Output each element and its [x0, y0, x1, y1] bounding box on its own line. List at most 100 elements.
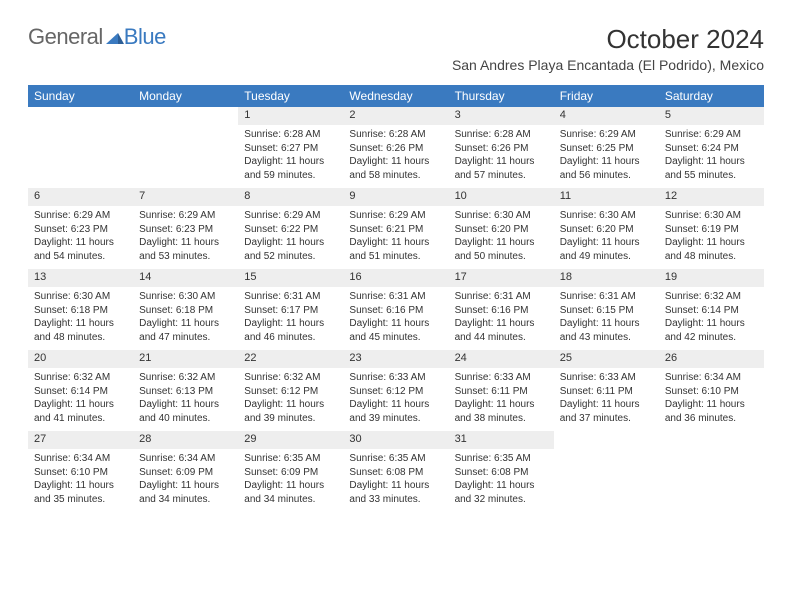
day-number-cell: 6 — [28, 188, 133, 206]
sunrise-text: Sunrise: 6:35 AM — [349, 452, 442, 466]
day-number-cell: 11 — [554, 188, 659, 206]
weekday-header: Tuesday — [238, 85, 343, 107]
sunset-text: Sunset: 6:11 PM — [560, 385, 653, 399]
sunrise-text: Sunrise: 6:32 AM — [665, 290, 758, 304]
day-number-cell: 20 — [28, 350, 133, 368]
sunset-text: Sunset: 6:23 PM — [34, 223, 127, 237]
daylight2-text: and 45 minutes. — [349, 331, 442, 345]
day-content-cell — [133, 125, 238, 188]
day-number-cell: 4 — [554, 107, 659, 125]
sunset-text: Sunset: 6:20 PM — [560, 223, 653, 237]
daylight1-text: Daylight: 11 hours — [244, 236, 337, 250]
daylight2-text: and 39 minutes. — [349, 412, 442, 426]
sunrise-text: Sunrise: 6:31 AM — [560, 290, 653, 304]
day-content-cell: Sunrise: 6:31 AMSunset: 6:15 PMDaylight:… — [554, 287, 659, 350]
sunrise-text: Sunrise: 6:34 AM — [34, 452, 127, 466]
day-content-cell: Sunrise: 6:29 AMSunset: 6:21 PMDaylight:… — [343, 206, 448, 269]
weekday-header: Saturday — [659, 85, 764, 107]
day-content-cell: Sunrise: 6:34 AMSunset: 6:09 PMDaylight:… — [133, 449, 238, 512]
sunrise-text: Sunrise: 6:29 AM — [34, 209, 127, 223]
sunrise-text: Sunrise: 6:33 AM — [455, 371, 548, 385]
day-content-cell: Sunrise: 6:33 AMSunset: 6:12 PMDaylight:… — [343, 368, 448, 431]
day-content-row: Sunrise: 6:29 AMSunset: 6:23 PMDaylight:… — [28, 206, 764, 269]
daylight2-text: and 47 minutes. — [139, 331, 232, 345]
sunset-text: Sunset: 6:15 PM — [560, 304, 653, 318]
daylight2-text: and 39 minutes. — [244, 412, 337, 426]
sunrise-text: Sunrise: 6:31 AM — [455, 290, 548, 304]
daylight1-text: Daylight: 11 hours — [139, 317, 232, 331]
day-content-cell: Sunrise: 6:31 AMSunset: 6:17 PMDaylight:… — [238, 287, 343, 350]
daylight1-text: Daylight: 11 hours — [560, 317, 653, 331]
daylight2-text: and 34 minutes. — [139, 493, 232, 507]
daylight1-text: Daylight: 11 hours — [244, 479, 337, 493]
sunset-text: Sunset: 6:26 PM — [455, 142, 548, 156]
daylight2-text: and 33 minutes. — [349, 493, 442, 507]
sunrise-text: Sunrise: 6:30 AM — [665, 209, 758, 223]
daylight2-text: and 41 minutes. — [34, 412, 127, 426]
day-content-row: Sunrise: 6:30 AMSunset: 6:18 PMDaylight:… — [28, 287, 764, 350]
daylight1-text: Daylight: 11 hours — [349, 155, 442, 169]
day-number-cell: 19 — [659, 269, 764, 287]
daylight1-text: Daylight: 11 hours — [244, 317, 337, 331]
sunset-text: Sunset: 6:11 PM — [455, 385, 548, 399]
day-content-cell: Sunrise: 6:35 AMSunset: 6:08 PMDaylight:… — [449, 449, 554, 512]
sunset-text: Sunset: 6:14 PM — [665, 304, 758, 318]
day-content-cell: Sunrise: 6:28 AMSunset: 6:26 PMDaylight:… — [449, 125, 554, 188]
sunrise-text: Sunrise: 6:28 AM — [455, 128, 548, 142]
weekday-header: Friday — [554, 85, 659, 107]
day-content-cell: Sunrise: 6:28 AMSunset: 6:27 PMDaylight:… — [238, 125, 343, 188]
daylight2-text: and 32 minutes. — [455, 493, 548, 507]
daylight2-text: and 51 minutes. — [349, 250, 442, 264]
day-number-cell: 22 — [238, 350, 343, 368]
sunrise-text: Sunrise: 6:29 AM — [139, 209, 232, 223]
sunrise-text: Sunrise: 6:30 AM — [560, 209, 653, 223]
day-content-cell: Sunrise: 6:32 AMSunset: 6:14 PMDaylight:… — [659, 287, 764, 350]
daylight2-text: and 52 minutes. — [244, 250, 337, 264]
day-number-cell — [133, 107, 238, 125]
day-number-cell: 8 — [238, 188, 343, 206]
logo-text-blue: Blue — [124, 24, 166, 50]
daylight2-text: and 35 minutes. — [34, 493, 127, 507]
sunset-text: Sunset: 6:09 PM — [244, 466, 337, 480]
sunset-text: Sunset: 6:10 PM — [34, 466, 127, 480]
calendar-table: Sunday Monday Tuesday Wednesday Thursday… — [28, 85, 764, 512]
sunrise-text: Sunrise: 6:29 AM — [560, 128, 653, 142]
daylight2-text: and 59 minutes. — [244, 169, 337, 183]
daylight2-text: and 40 minutes. — [139, 412, 232, 426]
sunrise-text: Sunrise: 6:29 AM — [665, 128, 758, 142]
daylight2-text: and 38 minutes. — [455, 412, 548, 426]
sunrise-text: Sunrise: 6:28 AM — [349, 128, 442, 142]
sunset-text: Sunset: 6:17 PM — [244, 304, 337, 318]
daylight1-text: Daylight: 11 hours — [244, 155, 337, 169]
day-number-cell: 26 — [659, 350, 764, 368]
logo: General Blue — [28, 24, 166, 50]
logo-text-general: General — [28, 24, 103, 50]
daylight1-text: Daylight: 11 hours — [455, 236, 548, 250]
day-number-row: 12345 — [28, 107, 764, 125]
sunrise-text: Sunrise: 6:29 AM — [349, 209, 442, 223]
daylight1-text: Daylight: 11 hours — [560, 398, 653, 412]
day-content-row: Sunrise: 6:34 AMSunset: 6:10 PM Daylight:… — [28, 449, 764, 512]
daylight2-text: and 36 minutes. — [665, 412, 758, 426]
weekday-header: Sunday — [28, 85, 133, 107]
sunset-text: Sunset: 6:16 PM — [349, 304, 442, 318]
daylight2-text: and 43 minutes. — [560, 331, 653, 345]
location-subtitle: San Andres Playa Encantada (El Podrido),… — [452, 57, 764, 73]
daylight1-text: Daylight: 11 hours — [34, 317, 127, 331]
daylight2-text: and 49 minutes. — [560, 250, 653, 264]
month-title: October 2024 — [452, 24, 764, 55]
weekday-header: Thursday — [449, 85, 554, 107]
sunrise-text: Sunrise: 6:35 AM — [244, 452, 337, 466]
day-number-cell: 23 — [343, 350, 448, 368]
page-header: General Blue October 2024 San Andres Pla… — [28, 24, 764, 81]
day-number-cell — [659, 431, 764, 449]
daylight1-text: Daylight: 11 hours — [34, 398, 127, 412]
day-content-cell: Sunrise: 6:30 AMSunset: 6:20 PMDaylight:… — [554, 206, 659, 269]
day-content-cell: Sunrise: 6:29 AMSunset: 6:23 PMDaylight:… — [133, 206, 238, 269]
day-content-cell: Sunrise: 6:30 AMSunset: 6:18 PMDaylight:… — [133, 287, 238, 350]
day-number-cell — [554, 431, 659, 449]
daylight1-text: Daylight: 11 hours — [349, 317, 442, 331]
daylight1-text: Daylight: 11 hours — [349, 398, 442, 412]
day-number-cell: 10 — [449, 188, 554, 206]
weekday-header: Wednesday — [343, 85, 448, 107]
